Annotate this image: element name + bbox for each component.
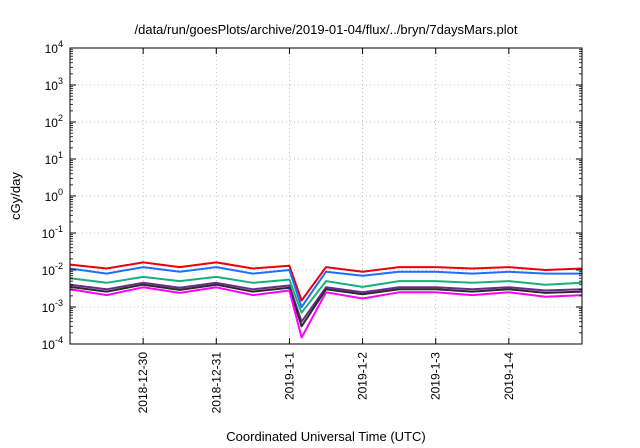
series-group xyxy=(69,261,583,339)
y-tick-label: 10-1 xyxy=(42,224,63,241)
series-line-4 xyxy=(69,281,583,323)
x-tick-label: 2019-1-4 xyxy=(502,352,516,400)
grid xyxy=(70,48,582,344)
x-tick-label: 2019-1-2 xyxy=(356,352,370,400)
y-tick-label: 102 xyxy=(45,113,63,130)
y-tick-label: 10-4 xyxy=(42,335,63,352)
series-line-1 xyxy=(69,261,583,302)
y-tick-label: 101 xyxy=(45,150,63,167)
y-tick-label: 103 xyxy=(45,76,63,93)
x-axis-label: Coordinated Universal Time (UTC) xyxy=(226,429,425,444)
y-tick-label: 104 xyxy=(45,39,63,56)
x-tick-label: 2018-12-31 xyxy=(209,352,223,414)
y-axis-label: cGy/day xyxy=(8,172,23,220)
series-line-5 xyxy=(69,283,583,328)
x-tick-label: 2019-1-3 xyxy=(429,352,443,400)
series-line-2 xyxy=(69,266,582,308)
ticks: 10-4 10-3 10-2 10-1 100 101 102 103 104 2018-12-3… xyxy=(42,39,582,413)
y-tick-label: 10-3 xyxy=(42,298,63,315)
chart-title: /data/run/goesPlots/archive/2019-01-04/f… xyxy=(135,22,518,37)
y-tick-label: 10-2 xyxy=(42,261,63,278)
series-line-6 xyxy=(69,286,583,339)
x-tick-label: 2019-1-1 xyxy=(282,352,296,400)
x-tick-label: 2018-12-30 xyxy=(136,352,150,414)
y-tick-label: 100 xyxy=(45,187,63,204)
series-line-3 xyxy=(69,275,583,314)
